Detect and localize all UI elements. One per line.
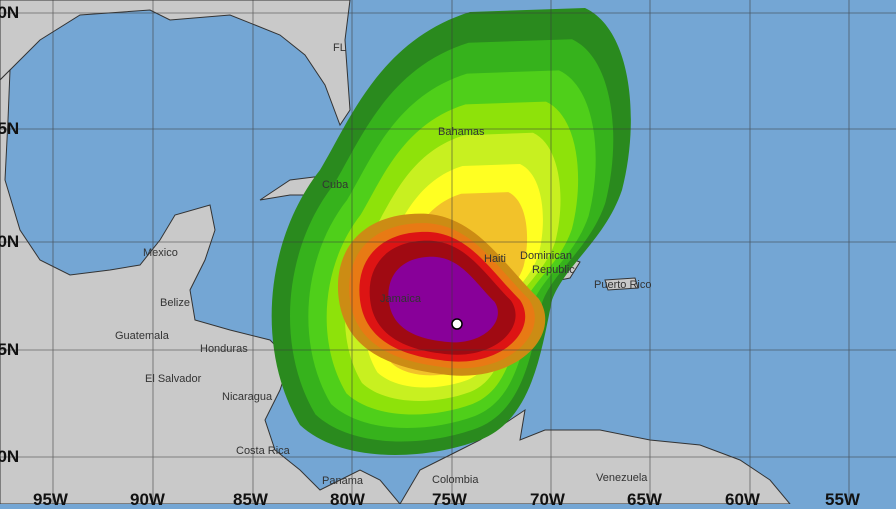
label-costa-rica: Costa Rica — [236, 445, 290, 457]
lon-label-80w: 80W — [330, 490, 365, 509]
lat-label-25n: 25N — [0, 119, 20, 138]
label-honduras: Honduras — [200, 343, 248, 355]
lon-label-95w: 95W — [33, 490, 68, 509]
lon-label-70w: 70W — [530, 490, 565, 509]
label-puerto-rico: Puerto Rico — [594, 279, 652, 291]
lon-label-85w: 85W — [233, 490, 268, 509]
label-guatemala: Guatemala — [115, 330, 169, 342]
puerto-rico — [604, 277, 639, 291]
label-bahamas: Bahamas — [438, 126, 485, 138]
lon-label-75w: 75W — [432, 490, 467, 509]
label-dominican: Dominican — [520, 250, 572, 262]
label-fl: FL — [333, 42, 346, 54]
united-states — [0, 0, 351, 127]
mexico-central-america — [0, 68, 401, 504]
label-jamaica: Jamaica — [380, 293, 421, 305]
label-republic: Republic — [532, 264, 575, 276]
lon-label-60w: 60W — [725, 490, 760, 509]
label-panama: Panama — [322, 475, 363, 487]
storm-center-dot — [451, 318, 463, 330]
lat-label-15n: 15N — [0, 340, 20, 359]
wind-probability-contours — [271, 8, 631, 455]
lon-label-90w: 90W — [130, 490, 165, 509]
lat-label-10n: 10N — [0, 447, 20, 466]
label-mexico: Mexico — [143, 247, 178, 259]
label-haiti: Haiti — [484, 253, 507, 265]
lon-label-55w: 55W — [825, 490, 860, 509]
lat-label-30n: 30N — [0, 3, 20, 22]
label-belize: Belize — [160, 297, 190, 309]
lon-label-65w: 65W — [627, 490, 662, 509]
lat-label-20n: 20N — [0, 232, 20, 251]
label-colombia: Colombia — [432, 474, 479, 486]
wind-probability-band — [388, 256, 498, 343]
label-cuba: Cuba — [322, 179, 349, 191]
label-nicaragua: Nicaragua — [222, 391, 273, 403]
label-venezuela: Venezuela — [596, 472, 648, 484]
label-el-salvador: El Salvador — [145, 373, 202, 385]
